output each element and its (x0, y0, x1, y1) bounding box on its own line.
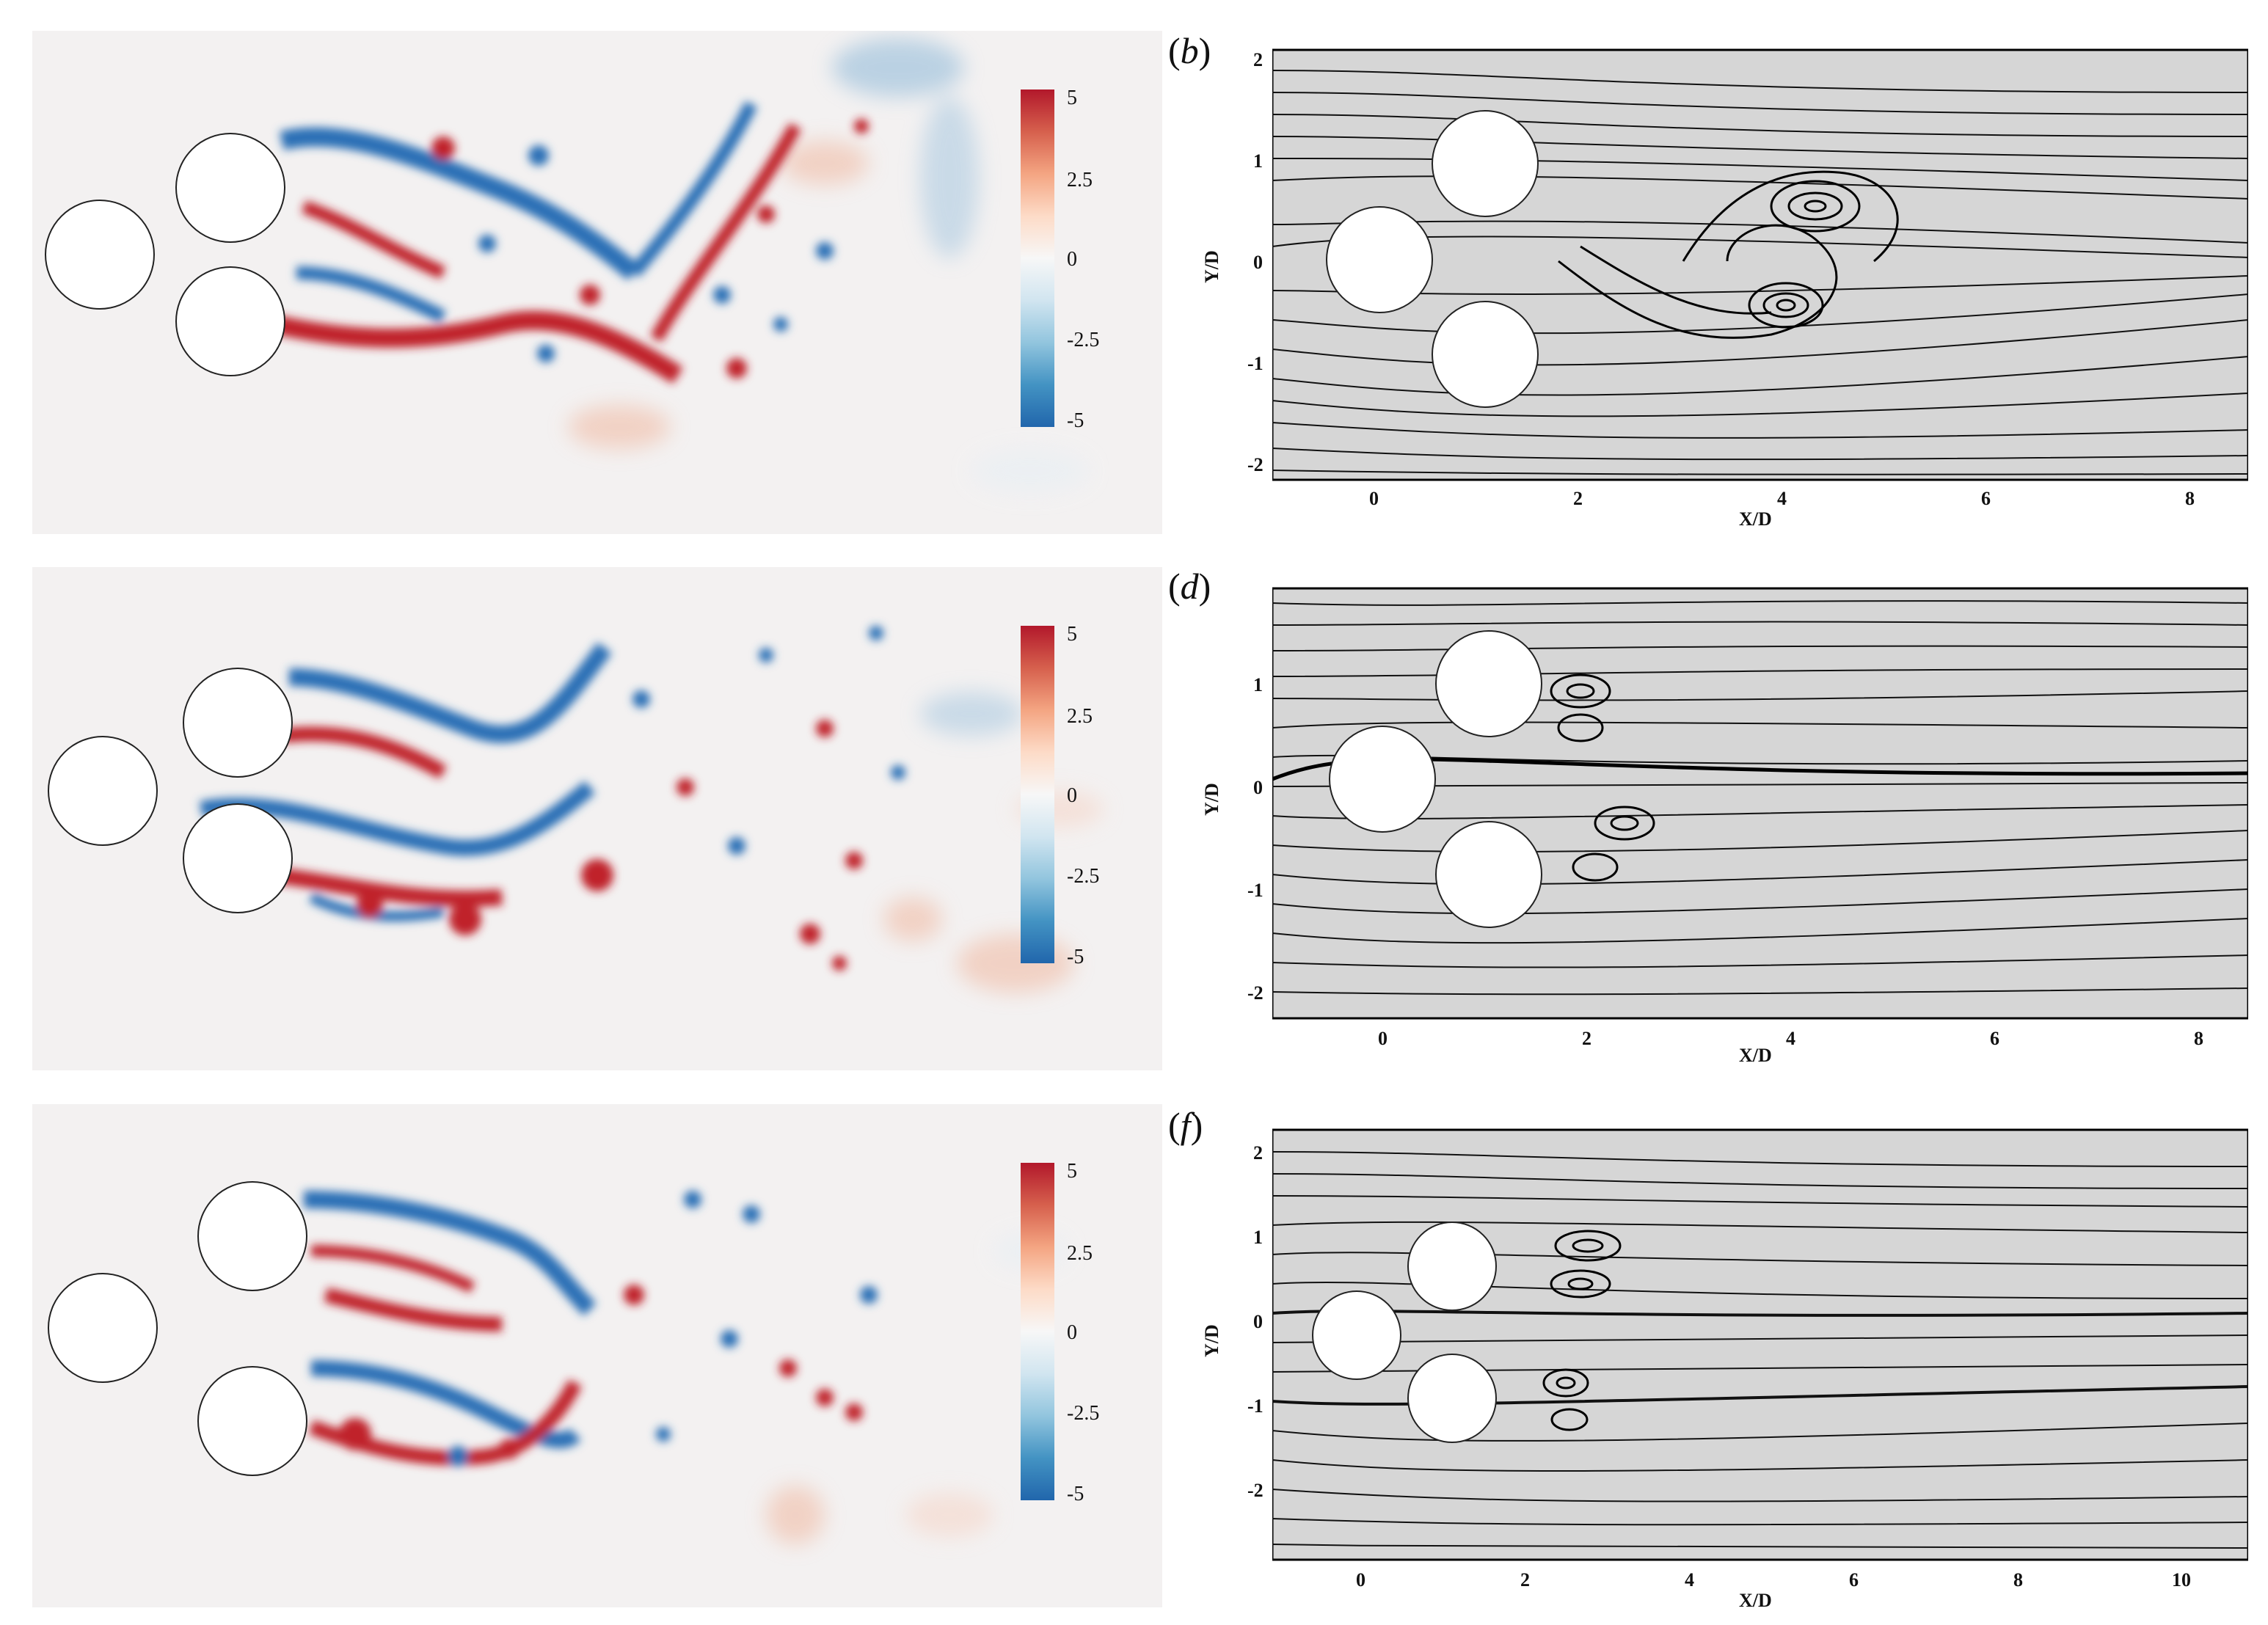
b-xtick-4: 4 (1777, 488, 1787, 509)
b-xtick-2: 2 (1573, 488, 1583, 509)
f-ytick-m2: -2 (1247, 1480, 1264, 1501)
f-xtick-2: 2 (1520, 1569, 1530, 1591)
b-xtick-6: 6 (1981, 488, 1991, 509)
axis-labels-d: 1 0 -1 -2 0 2 4 6 8 X/D Y/D (1201, 674, 2203, 1065)
colorbar-a (1021, 90, 1054, 427)
b-ytick-m1: -1 (1247, 353, 1264, 374)
panel-label-b: (b) (1168, 30, 1211, 71)
panel-letter-f: f (1180, 1105, 1191, 1146)
f-xlabel: X/D (1739, 1590, 1772, 1611)
axis-labels-b: 2 1 0 -1 -2 0 2 4 6 8 X/D Y/D (1201, 49, 2195, 530)
f-xtick-4: 4 (1685, 1569, 1694, 1591)
b-ytick-m2: -2 (1247, 454, 1264, 475)
f-ylabel: Y/D (1201, 1324, 1222, 1357)
colorbar-a-tick-4: -5 (1067, 409, 1084, 432)
colorbar-e-tick-3: -2.5 (1067, 1402, 1099, 1425)
f-xtick-0: 0 (1356, 1569, 1365, 1591)
b-xtick-0: 0 (1369, 488, 1379, 509)
colorbar-c (1021, 626, 1054, 963)
f-ytick-1: 1 (1253, 1227, 1263, 1248)
colorbar-e-tick-1: 2.5 (1067, 1242, 1093, 1265)
d-xtick-2: 2 (1582, 1028, 1591, 1049)
colorbar-c-tick-1: 2.5 (1067, 705, 1093, 728)
colorbar-a-tick-2: 0 (1067, 248, 1077, 271)
d-ytick-1: 1 (1253, 674, 1263, 695)
b-xtick-8: 8 (2185, 488, 2195, 509)
f-ytick-0: 0 (1253, 1311, 1263, 1332)
d-ytick-m1: -1 (1247, 880, 1264, 901)
b-ylabel: Y/D (1201, 250, 1222, 283)
d-xtick-4: 4 (1786, 1028, 1795, 1049)
panel-letter-d: d (1180, 566, 1199, 607)
f-xtick-10: 10 (2172, 1569, 2191, 1591)
colorbar-a-tick-0: 5 (1067, 87, 1077, 109)
f-xtick-6: 6 (1849, 1569, 1859, 1591)
f-ytick-2: 2 (1253, 1142, 1263, 1164)
vorticity-plot-c: 5 2.5 0 -2.5 -5 (32, 567, 1162, 1070)
colorbar-c-tick-4: -5 (1067, 946, 1084, 968)
d-xtick-0: 0 (1378, 1028, 1388, 1049)
panel-label-d: (d) (1168, 566, 1211, 607)
colorbar-a-tick-1: 2.5 (1067, 169, 1093, 191)
d-xtick-6: 6 (1990, 1028, 1999, 1049)
colorbar-c-tick-2: 0 (1067, 784, 1077, 807)
colorbar-c-tick-0: 5 (1067, 623, 1077, 646)
b-xlabel: X/D (1739, 508, 1772, 530)
colorbar-e-tick-4: -5 (1067, 1483, 1084, 1505)
vorticity-plot-e: 5 2.5 0 -2.5 -5 (32, 1104, 1162, 1607)
panel-letter-b: b (1180, 30, 1199, 71)
colorbar-a-tick-3: -2.5 (1067, 329, 1099, 351)
d-ytick-m2: -2 (1247, 982, 1264, 1004)
b-ytick-0val: 0 (1253, 252, 1263, 273)
streamline-frame-f (1272, 1128, 2248, 1561)
d-xlabel: X/D (1739, 1045, 1772, 1065)
d-xtick-8: 8 (2194, 1028, 2203, 1049)
d-ytick-0: 0 (1253, 777, 1263, 798)
streamline-frame-b: 2 (1272, 48, 2248, 481)
b-ytick-2: 2 (1253, 49, 1263, 70)
colorbar-e-tick-2: 0 (1067, 1321, 1077, 1344)
colorbar-c-tick-3: -2.5 (1067, 865, 1099, 888)
colorbar-e-tick-0: 5 (1067, 1160, 1077, 1183)
vorticity-plot-a: 5 2.5 0 -2.5 -5 (32, 31, 1162, 534)
panel-label-f: (f) (1168, 1105, 1203, 1146)
axis-labels-f: 2 1 0 -1 -2 0 2 4 6 8 10 X/D Y/D (1201, 1142, 2191, 1611)
d-ylabel: Y/D (1201, 783, 1222, 816)
streamline-frame-d (1272, 587, 2248, 1020)
b-ytick-1: 1 (1253, 150, 1263, 172)
f-xtick-8: 8 (2013, 1569, 2023, 1591)
colorbar-e (1021, 1163, 1054, 1500)
f-ytick-m1: -1 (1247, 1395, 1264, 1417)
